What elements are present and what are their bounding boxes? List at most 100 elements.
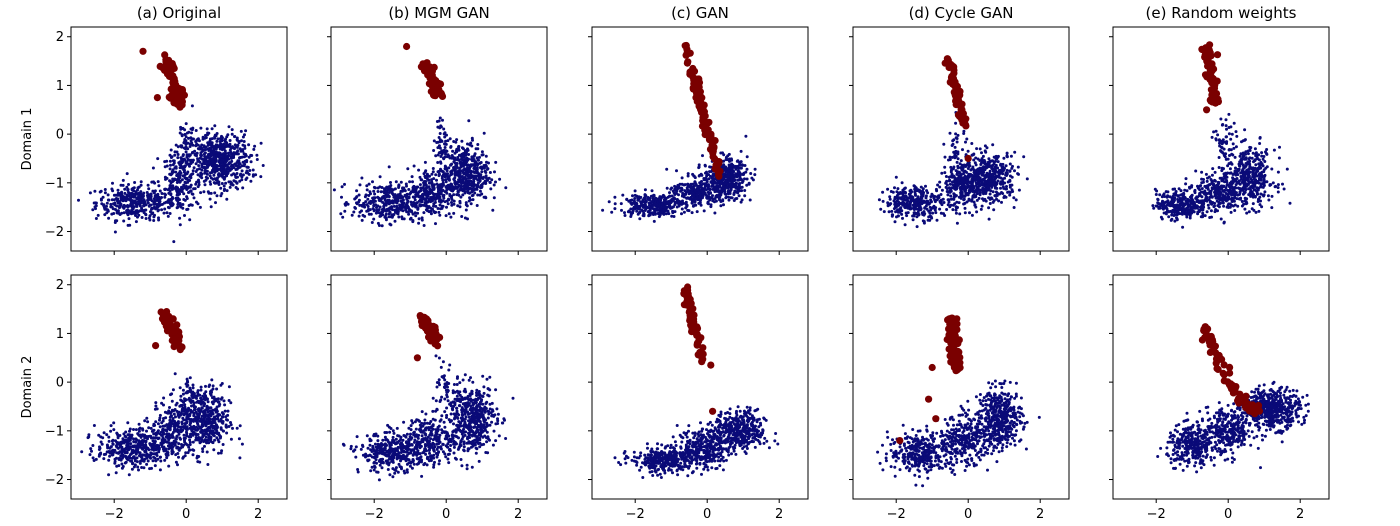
point (463, 176, 467, 180)
point (987, 163, 991, 167)
point (202, 144, 206, 148)
point (96, 213, 100, 217)
point (459, 165, 463, 169)
point (254, 173, 258, 177)
column-title-b: (b) MGM GAN (388, 4, 489, 22)
point (187, 204, 191, 207)
point (744, 134, 748, 138)
point (967, 191, 971, 195)
point (235, 161, 239, 164)
point (371, 180, 374, 184)
point (228, 185, 232, 189)
point (667, 203, 671, 207)
point (1185, 189, 1189, 193)
point (179, 156, 183, 160)
point (410, 175, 414, 179)
point (212, 156, 215, 160)
point (178, 131, 182, 135)
point (235, 181, 239, 185)
point (413, 211, 417, 215)
point (377, 196, 381, 200)
point (132, 205, 136, 209)
point (733, 165, 737, 169)
point (693, 200, 697, 204)
point (162, 211, 166, 215)
point (395, 207, 399, 211)
point (422, 172, 426, 176)
point (459, 178, 463, 182)
point (723, 192, 727, 196)
point (910, 190, 914, 194)
point (445, 184, 449, 188)
point (668, 194, 672, 198)
point (394, 180, 398, 184)
point (435, 178, 438, 182)
point (478, 178, 482, 182)
point (692, 204, 696, 208)
point (927, 215, 931, 219)
point (144, 208, 148, 212)
point (178, 223, 182, 227)
point (171, 184, 175, 188)
point (165, 164, 169, 168)
point (451, 149, 455, 153)
point (943, 171, 947, 175)
point (461, 171, 465, 175)
point (733, 178, 737, 182)
point (908, 200, 912, 204)
point (236, 163, 240, 167)
point (463, 185, 467, 189)
point (472, 185, 475, 189)
point (384, 218, 388, 222)
point (433, 200, 437, 204)
point (121, 205, 125, 209)
point (484, 175, 488, 179)
point (178, 180, 182, 184)
point (456, 204, 460, 208)
highlight-point (957, 109, 965, 118)
point (399, 194, 403, 198)
point (133, 181, 137, 184)
point (393, 219, 397, 223)
point (243, 162, 247, 166)
point (423, 174, 427, 178)
point (432, 139, 436, 143)
point (244, 129, 248, 133)
point (635, 209, 639, 213)
point (962, 129, 966, 133)
point (729, 177, 733, 181)
point (387, 200, 390, 204)
point (116, 191, 120, 195)
point (950, 155, 954, 159)
point (156, 180, 160, 184)
point (1155, 189, 1159, 193)
point (925, 189, 929, 193)
point (414, 190, 418, 194)
point (420, 193, 424, 197)
point (115, 219, 119, 223)
point (457, 145, 461, 148)
point (192, 196, 196, 200)
point (913, 200, 917, 204)
point (948, 131, 952, 135)
point (722, 164, 726, 168)
point (420, 203, 424, 207)
point (188, 153, 192, 157)
point (436, 193, 439, 196)
point (954, 208, 958, 212)
point (181, 126, 185, 130)
point (429, 212, 433, 216)
point (458, 188, 462, 191)
point (127, 194, 131, 198)
point (343, 182, 346, 186)
point (954, 169, 958, 173)
point (899, 196, 903, 200)
point (232, 166, 236, 170)
highlight-point (705, 133, 713, 141)
point (716, 186, 719, 190)
axes-frame (852, 26, 1070, 252)
point (466, 172, 469, 175)
point (432, 193, 436, 197)
point (166, 205, 170, 209)
point (987, 206, 991, 210)
